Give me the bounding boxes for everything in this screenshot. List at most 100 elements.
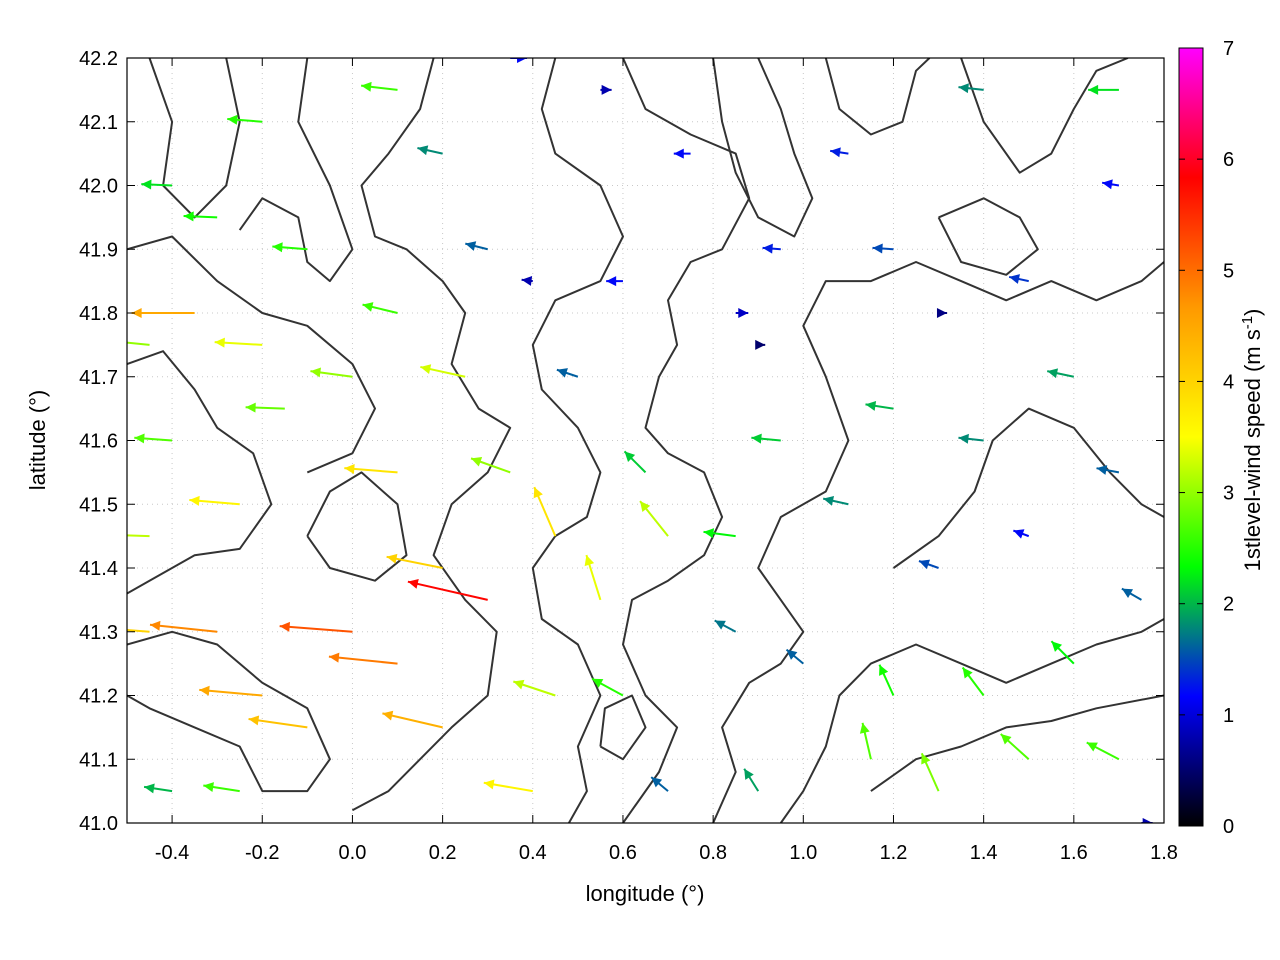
colorbar-tick-label: 2: [1223, 594, 1234, 616]
wind-vector: [606, 276, 623, 287]
wind-vector: [386, 553, 443, 569]
x-tick-label: 0.2: [429, 842, 457, 864]
y-tick-label: 41.3: [79, 622, 118, 644]
wind-vector: [510, 58, 528, 63]
terrain-contour: [127, 235, 376, 474]
wind-vector-head: [533, 487, 543, 499]
wind-vector: [872, 243, 894, 254]
wind-vector-head: [417, 145, 429, 156]
wind-vector-head: [556, 368, 568, 378]
wind-vector: [1047, 368, 1075, 379]
wind-vector-head: [245, 402, 256, 413]
colorbar-tick-label: 5: [1223, 260, 1234, 282]
wind-vector: [183, 211, 218, 222]
wind-vector-head: [879, 664, 889, 676]
wind-vector-head: [673, 148, 684, 159]
colorbar-title-main: 1stlevel-wind speed (m s: [1240, 329, 1265, 571]
wind-vector-head: [958, 433, 969, 444]
x-tick-label: 1.0: [789, 842, 817, 864]
x-tick-label: -0.4: [155, 842, 189, 864]
terrain-contour: [531, 58, 624, 823]
wind-vector: [199, 685, 263, 697]
wind-vector: [310, 367, 353, 378]
wind-vector: [1096, 465, 1120, 475]
wind-vector: [362, 302, 398, 314]
wind-vector-head: [859, 722, 870, 734]
wind-vector-head: [199, 685, 210, 696]
wind-vector-head: [1047, 368, 1059, 379]
wind-vector: [878, 664, 895, 696]
wind-vector-head: [272, 242, 283, 253]
wind-vector: [639, 500, 669, 537]
wind-vector: [762, 243, 781, 254]
wind-vector-head: [386, 553, 398, 564]
terrain-contour: [622, 58, 751, 823]
wind-vector: [859, 722, 872, 760]
wind-vector-head: [328, 652, 340, 663]
wind-vector-head: [279, 621, 290, 632]
wind-vector-head: [751, 433, 762, 444]
wind-vector: [149, 620, 218, 633]
wind-vector-head: [131, 308, 142, 318]
colorbar: [1178, 47, 1204, 827]
y-tick-label: 42.2: [79, 48, 118, 70]
terrain-contour: [937, 197, 1039, 276]
wind-vector: [483, 779, 533, 793]
colorbar-tick-label: 7: [1223, 38, 1234, 60]
wind-vector: [958, 433, 984, 444]
wind-vector: [1012, 529, 1030, 539]
wind-vector: [143, 783, 173, 794]
wind-vector-head: [640, 501, 651, 513]
wind-vector-head: [203, 782, 214, 792]
wind-vector: [127, 629, 150, 633]
wind-vector-head: [624, 451, 636, 462]
x-tick-label: 1.8: [1150, 842, 1178, 864]
x-tick-label: 0.6: [609, 842, 637, 864]
wind-vector: [127, 341, 150, 346]
terrain-contour: [127, 630, 331, 793]
wind-vector-head: [601, 84, 612, 95]
y-tick-label: 42.0: [79, 176, 118, 198]
wind-vector-head: [651, 777, 663, 788]
wind-vector: [785, 648, 804, 665]
wind-vector-shaft: [279, 625, 353, 633]
wind-vector-head: [1000, 734, 1012, 745]
y-tick-label: 41.5: [79, 494, 118, 516]
wind-vector-head: [144, 783, 155, 794]
wind-vector: [420, 364, 466, 378]
wind-vector: [417, 145, 443, 156]
wind-vector-head: [465, 241, 477, 251]
wind-vector: [958, 83, 984, 94]
wind-vector: [227, 114, 263, 125]
wind-vector-head: [134, 433, 145, 444]
terrain-contours: [127, 58, 1164, 823]
terrain-contour: [306, 471, 408, 582]
colorbar-ticks: 0 1 2 3 4 5 6 7: [1179, 38, 1234, 838]
wind-vector: [650, 776, 669, 792]
wind-vector-head: [744, 768, 754, 780]
wind-vector-head: [382, 710, 394, 721]
wind-vector: [830, 147, 849, 158]
wind-vector-head: [407, 579, 419, 589]
wind-vector: [131, 308, 195, 318]
wind-vector-head: [420, 364, 432, 374]
wind-vector: [361, 81, 398, 92]
x-tick-label: 0.4: [519, 842, 547, 864]
colorbar-title-sup: -1: [1239, 316, 1256, 329]
wind-vector-head: [958, 83, 969, 94]
wind-vector-head: [183, 211, 194, 222]
terrain-contour: [599, 694, 647, 761]
x-tick-label: 1.2: [880, 842, 908, 864]
wind-vector-shaft: [382, 712, 443, 729]
wind-vector: [556, 368, 579, 378]
wind-vector-shaft: [407, 580, 488, 601]
wind-vector-head: [872, 243, 883, 254]
wind-vector: [203, 782, 240, 793]
terrain-contour: [779, 618, 1164, 823]
terrain-contour: [127, 350, 273, 595]
wind-vector: [1050, 640, 1075, 665]
wind-vector-head: [344, 463, 355, 474]
wind-vector-head: [830, 147, 841, 158]
wind-vector-head: [592, 678, 604, 688]
wind-vector: [961, 666, 985, 697]
